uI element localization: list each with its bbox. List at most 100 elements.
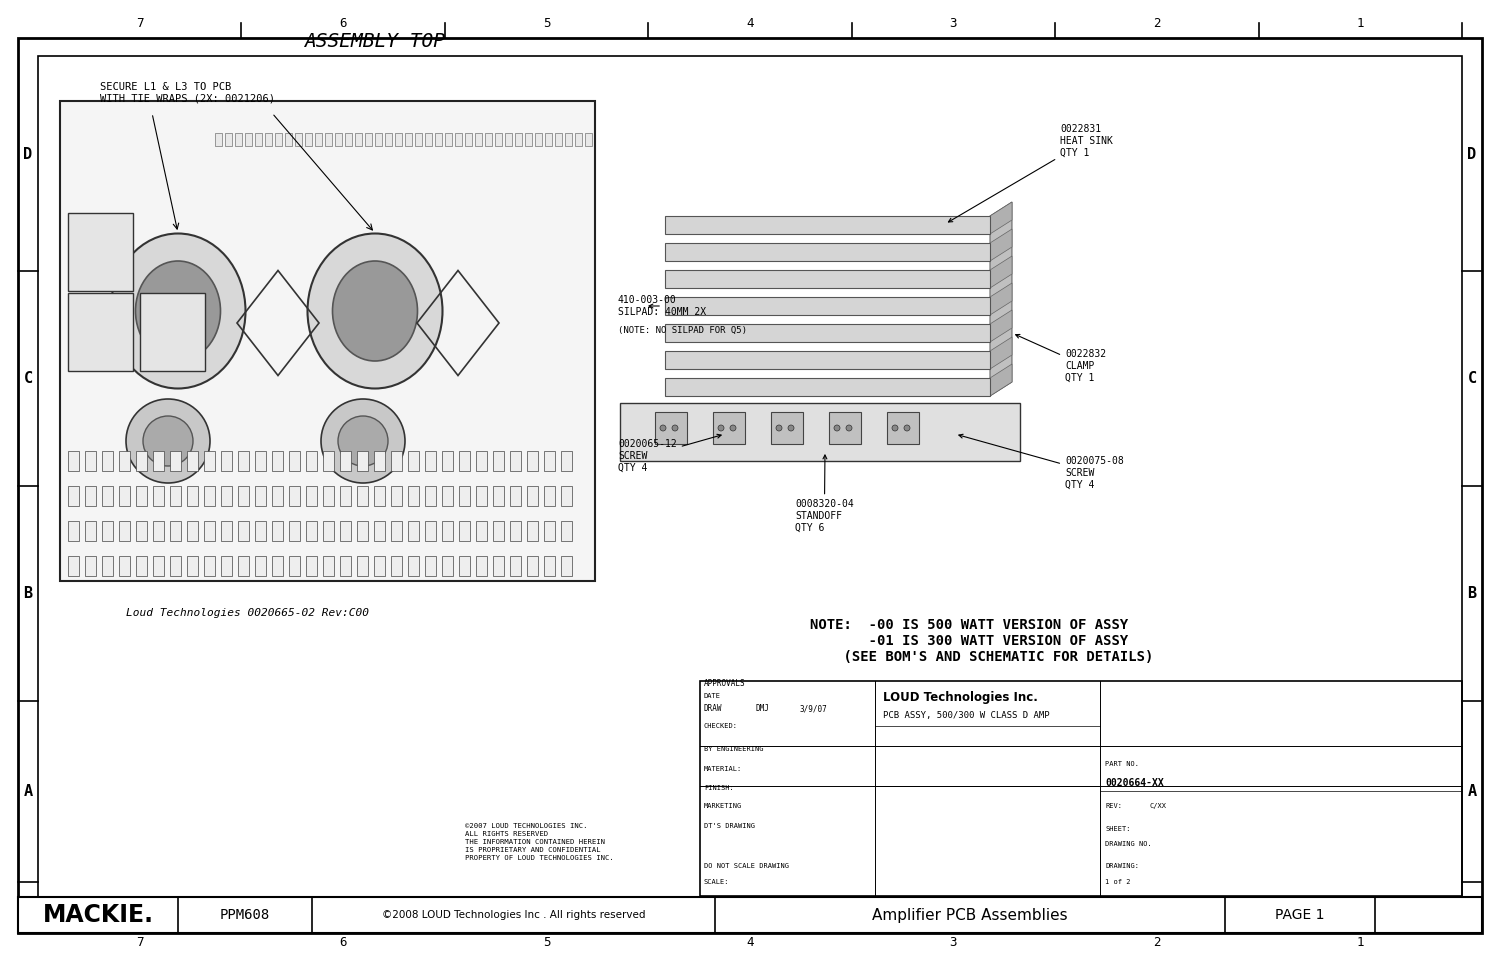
Bar	[102, 556, 112, 576]
Bar	[238, 451, 249, 471]
Bar	[476, 486, 488, 506]
Bar	[322, 521, 334, 541]
Text: C: C	[24, 371, 33, 386]
Bar	[712, 412, 746, 444]
Bar	[442, 521, 453, 541]
Bar	[272, 486, 284, 506]
Text: D: D	[1467, 147, 1476, 162]
Circle shape	[718, 425, 724, 431]
Polygon shape	[990, 283, 1012, 315]
Bar	[290, 521, 300, 541]
Bar	[86, 451, 96, 471]
Bar	[102, 486, 112, 506]
Bar	[255, 556, 266, 576]
Text: FINISH:: FINISH:	[704, 785, 734, 791]
Bar	[238, 486, 249, 506]
Bar	[220, 521, 232, 541]
Bar	[118, 521, 130, 541]
Bar	[334, 133, 342, 146]
Text: 4: 4	[747, 17, 753, 30]
Text: SHEET:: SHEET:	[1106, 826, 1131, 832]
Text: (NOTE: NO SILPAD FOR Q5): (NOTE: NO SILPAD FOR Q5)	[618, 326, 747, 335]
Bar	[561, 451, 572, 471]
Bar	[306, 521, 316, 541]
Bar	[326, 133, 332, 146]
Bar	[272, 556, 284, 576]
Bar	[102, 451, 112, 471]
Bar	[170, 451, 182, 471]
Bar	[416, 133, 422, 146]
Text: 4: 4	[747, 936, 753, 949]
Text: A: A	[1467, 784, 1476, 799]
Circle shape	[788, 425, 794, 431]
Bar	[296, 133, 302, 146]
Bar	[664, 297, 990, 315]
Bar	[375, 133, 382, 146]
Text: 0008320-04
STANDOFF
QTY 6: 0008320-04 STANDOFF QTY 6	[795, 455, 853, 533]
Bar	[86, 486, 96, 506]
Bar	[68, 293, 134, 371]
Text: 7: 7	[136, 936, 144, 949]
Bar	[392, 556, 402, 576]
Bar	[510, 556, 520, 576]
Bar	[544, 521, 555, 541]
Bar	[86, 521, 96, 541]
Bar	[153, 486, 164, 506]
Bar	[561, 486, 572, 506]
Bar	[188, 486, 198, 506]
Bar	[435, 133, 442, 146]
Bar	[442, 556, 453, 576]
Text: BY ENGINEERING: BY ENGINEERING	[704, 746, 764, 752]
Bar	[476, 521, 488, 541]
Text: PCB ASSY, 500/300 W CLASS D AMP: PCB ASSY, 500/300 W CLASS D AMP	[884, 711, 1050, 720]
Bar	[315, 133, 322, 146]
Text: Amplifier PCB Assemblies: Amplifier PCB Assemblies	[871, 908, 1068, 922]
Bar	[153, 521, 164, 541]
Bar	[459, 556, 470, 576]
Bar	[214, 133, 222, 146]
Circle shape	[904, 425, 910, 431]
Text: A: A	[24, 784, 33, 799]
Bar	[830, 412, 861, 444]
Circle shape	[142, 416, 194, 466]
Text: DRAW: DRAW	[704, 704, 723, 713]
Bar	[274, 133, 282, 146]
Bar	[340, 486, 351, 506]
Text: 6: 6	[339, 17, 346, 30]
Polygon shape	[990, 310, 1012, 342]
Bar	[494, 556, 504, 576]
Bar	[476, 133, 482, 146]
Text: MATERIAL:: MATERIAL:	[704, 766, 742, 772]
Bar	[561, 521, 572, 541]
Bar	[526, 451, 538, 471]
Bar	[68, 521, 80, 541]
Circle shape	[834, 425, 840, 431]
Bar	[238, 521, 249, 541]
Bar	[304, 133, 312, 146]
Bar	[392, 451, 402, 471]
Bar	[664, 270, 990, 288]
Text: B: B	[24, 586, 33, 601]
Bar	[345, 133, 352, 146]
Text: B: B	[1467, 586, 1476, 601]
Ellipse shape	[135, 261, 220, 361]
Bar	[561, 556, 572, 576]
Circle shape	[126, 399, 210, 483]
Bar	[555, 133, 562, 146]
Bar	[255, 133, 262, 146]
Bar	[68, 451, 80, 471]
Text: ©2008 LOUD Technologies Inc . All rights reserved: ©2008 LOUD Technologies Inc . All rights…	[382, 910, 645, 920]
Bar	[408, 521, 419, 541]
Text: 5: 5	[543, 17, 550, 30]
Bar	[544, 486, 555, 506]
Polygon shape	[990, 337, 1012, 369]
Bar	[118, 486, 130, 506]
Ellipse shape	[333, 261, 417, 361]
Bar	[357, 521, 368, 541]
Bar	[656, 412, 687, 444]
Ellipse shape	[308, 233, 442, 388]
Bar	[68, 556, 80, 576]
Bar	[526, 556, 538, 576]
Bar	[536, 133, 542, 146]
Bar	[136, 486, 147, 506]
